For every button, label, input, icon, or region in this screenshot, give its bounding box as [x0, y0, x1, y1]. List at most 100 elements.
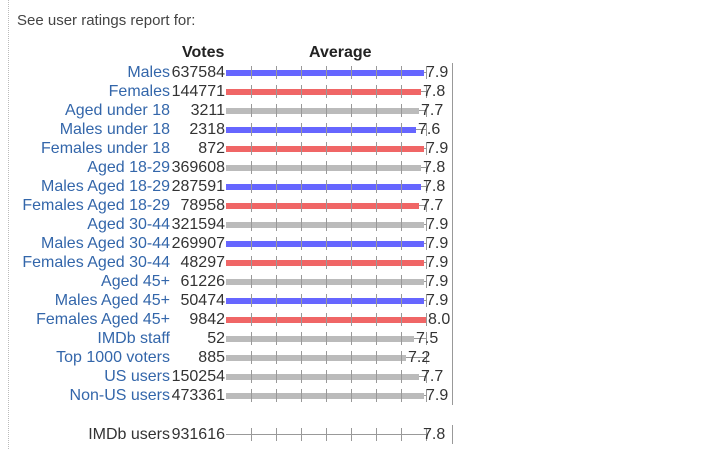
row-label-link[interactable]: Non-US users — [69, 387, 170, 404]
grid-tick — [251, 161, 252, 174]
grid-tick — [251, 218, 252, 231]
grid-tick — [326, 237, 327, 250]
row-label-link[interactable]: Top 1000 voters — [56, 349, 170, 366]
grid-tick — [326, 85, 327, 98]
grid-tick — [301, 218, 302, 231]
average-value: 7.9 — [426, 64, 449, 81]
row-label-link[interactable]: Males — [127, 64, 170, 81]
row-label-link[interactable]: Females Aged 30-44 — [22, 254, 170, 271]
grid-tick — [251, 142, 252, 155]
rating-row: Males Aged 30-44 269907 7.9 — [0, 234, 470, 253]
row-label-link[interactable]: Females under 18 — [41, 140, 170, 157]
grid-tick — [276, 275, 277, 288]
row-label-link[interactable]: Aged 30-44 — [87, 216, 170, 233]
grid-tick — [401, 389, 402, 402]
grid-tick — [251, 199, 252, 212]
grid-tick — [351, 351, 352, 364]
grid-tick — [301, 389, 302, 402]
votes-value: 637584 — [171, 64, 225, 81]
rating-row: Aged 30-44 321594 7.9 — [0, 215, 470, 234]
rating-row: Males 637584 7.9 — [0, 63, 470, 82]
grid-tick — [326, 180, 327, 193]
grid-tick — [326, 256, 327, 269]
grid-tick — [301, 161, 302, 174]
row-label-link[interactable]: Females Aged 45+ — [36, 311, 170, 328]
average-value: 7.9 — [426, 235, 449, 252]
row-divider — [452, 329, 453, 348]
grid-tick — [426, 275, 427, 288]
grid-tick — [401, 237, 402, 250]
rating-bar — [226, 146, 424, 152]
row-label-link[interactable]: Females — [108, 83, 170, 100]
row-label-link[interactable]: Aged 45+ — [101, 273, 170, 290]
grid-tick — [326, 332, 327, 345]
grid-tick — [276, 351, 277, 364]
row-label-link[interactable]: Aged under 18 — [65, 102, 170, 119]
rating-bar — [226, 355, 406, 361]
grid-tick — [276, 370, 277, 383]
grid-tick — [426, 313, 427, 326]
grid-tick — [276, 218, 277, 231]
row-divider — [452, 291, 453, 310]
votes-value: 52 — [207, 330, 225, 347]
grid-tick — [376, 104, 377, 117]
rating-row: Males Aged 18-29 287591 7.8 — [0, 177, 470, 196]
row-label-link[interactable]: Males Aged 18-29 — [41, 178, 170, 195]
votes-value: 287591 — [171, 178, 225, 195]
row-divider — [452, 158, 453, 177]
grid-tick — [276, 66, 277, 79]
grid-tick — [301, 332, 302, 345]
row-divider — [452, 63, 453, 82]
grid-tick — [401, 351, 402, 364]
row-divider — [452, 139, 453, 158]
rating-row: Aged 18-29 369608 7.8 — [0, 158, 470, 177]
grid-tick — [276, 237, 277, 250]
grid-tick — [301, 351, 302, 364]
votes-value: 9842 — [189, 311, 225, 328]
rating-bar — [226, 108, 419, 114]
grid-tick — [426, 237, 427, 250]
row-label-link[interactable]: Aged 18-29 — [87, 159, 170, 176]
grid-tick — [301, 85, 302, 98]
grid-tick — [326, 275, 327, 288]
grid-tick — [426, 389, 427, 402]
grid-tick — [351, 199, 352, 212]
grid-tick — [326, 370, 327, 383]
row-label-link[interactable]: Males under 18 — [59, 121, 170, 138]
row-divider — [452, 310, 453, 329]
votes-value: 3211 — [190, 102, 225, 119]
grid-tick — [276, 123, 277, 136]
rating-bar — [226, 336, 414, 342]
row-label-link[interactable]: Males Aged 45+ — [54, 292, 170, 309]
grid-tick — [426, 66, 427, 79]
grid-tick — [401, 142, 402, 155]
grid-tick — [251, 428, 252, 441]
row-label-link[interactable]: US users — [104, 368, 170, 385]
grid-tick — [401, 104, 402, 117]
average-value: 7.7 — [421, 368, 444, 385]
grid-tick — [376, 218, 377, 231]
average-value: 7.6 — [418, 121, 441, 138]
grid-tick — [426, 351, 427, 364]
row-label-link[interactable]: Females Aged 18-29 — [22, 197, 170, 214]
grid-tick — [426, 218, 427, 231]
grid-tick — [401, 66, 402, 79]
row-label-link[interactable]: IMDb staff — [97, 330, 170, 347]
average-value: 7.9 — [426, 292, 449, 309]
grid-tick — [326, 389, 327, 402]
row-divider — [452, 120, 453, 139]
grid-tick — [401, 218, 402, 231]
votes-value: 150254 — [171, 368, 225, 385]
grid-tick — [376, 351, 377, 364]
grid-tick — [401, 428, 402, 441]
row-label-link[interactable]: Males Aged 30-44 — [41, 235, 170, 252]
grid-tick — [326, 199, 327, 212]
grid-tick — [351, 180, 352, 193]
grid-tick — [401, 332, 402, 345]
votes-value: 2318 — [189, 121, 225, 138]
row-divider — [452, 196, 453, 215]
grid-tick — [326, 66, 327, 79]
rating-bar — [226, 298, 424, 304]
grid-tick — [301, 104, 302, 117]
rating-row: Aged under 18 3211 7.7 — [0, 101, 470, 120]
